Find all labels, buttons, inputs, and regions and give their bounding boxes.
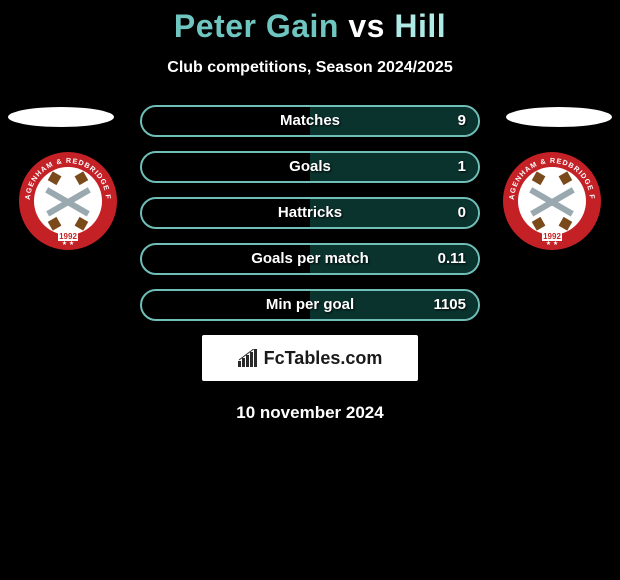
player2-club-crest: DAGENHAM & REDBRIDGE FC 1992 ★ ★ (502, 151, 602, 251)
stat-value: 0.11 (438, 245, 466, 273)
player1-badge-ellipse (8, 107, 114, 127)
stat-label: Goals (142, 153, 478, 181)
stat-row-goals: Goals 1 (140, 151, 480, 183)
stat-label: Hattricks (142, 199, 478, 227)
stat-row-min-per-goal: Min per goal 1105 (140, 289, 480, 321)
brand-box: FcTables.com (202, 335, 418, 381)
page-title: Peter Gain vs Hill (0, 8, 620, 45)
bar-chart-icon (238, 349, 260, 367)
player2-name: Hill (394, 8, 446, 44)
stat-row-goals-per-match: Goals per match 0.11 (140, 243, 480, 275)
stat-row-hattricks: Hattricks 0 (140, 197, 480, 229)
svg-text:★ ★: ★ ★ (62, 240, 74, 247)
player2-badge-ellipse (506, 107, 612, 127)
brand-text: FcTables.com (264, 348, 383, 369)
stat-value: 1105 (433, 291, 466, 319)
svg-text:1992: 1992 (543, 232, 561, 241)
crest-icon: DAGENHAM & REDBRIDGE FC 1992 ★ ★ (18, 151, 118, 251)
vs-text: vs (348, 8, 385, 44)
player1-club-crest: DAGENHAM & REDBRIDGE FC 1992 ★ ★ (18, 151, 118, 251)
svg-text:1992: 1992 (59, 232, 77, 241)
date-text: 10 november 2024 (0, 403, 620, 423)
stats-table: Matches 9 Goals 1 Hattricks 0 Goals per … (140, 105, 480, 321)
infographic-container: Peter Gain vs Hill Club competitions, Se… (0, 0, 620, 423)
subtitle: Club competitions, Season 2024/2025 (0, 59, 620, 77)
player1-name: Peter Gain (174, 8, 339, 44)
crest-icon: DAGENHAM & REDBRIDGE FC 1992 ★ ★ (502, 151, 602, 251)
stat-row-matches: Matches 9 (140, 105, 480, 137)
stat-value: 0 (458, 199, 466, 227)
stat-value: 9 (458, 107, 466, 135)
svg-text:★ ★: ★ ★ (546, 240, 558, 247)
stat-label: Goals per match (142, 245, 478, 273)
stat-label: Min per goal (142, 291, 478, 319)
stat-label: Matches (142, 107, 478, 135)
stat-value: 1 (458, 153, 466, 181)
